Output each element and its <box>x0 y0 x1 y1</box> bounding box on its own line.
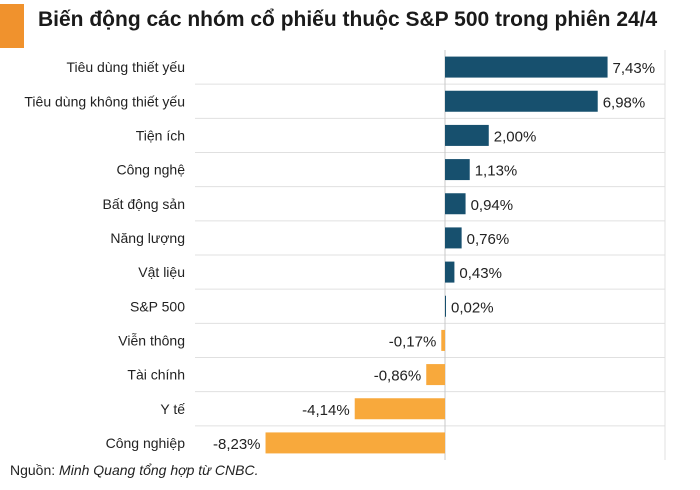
bar <box>445 261 455 283</box>
category-label: Tiện ích <box>136 127 185 143</box>
category-label: Tiêu dùng thiết yếu <box>66 59 185 75</box>
category-label: Năng lượng <box>110 230 185 246</box>
bar <box>445 56 608 78</box>
source-prefix: Nguồn: <box>10 462 60 478</box>
bar <box>445 227 462 249</box>
value-label: 0,02% <box>451 299 494 316</box>
category-label: Tài chính <box>127 367 185 383</box>
bar <box>445 193 466 215</box>
bar <box>445 124 489 146</box>
value-label: 0,43% <box>459 265 502 282</box>
bar <box>445 295 446 317</box>
bar <box>354 398 445 420</box>
value-label: -4,14% <box>302 402 350 419</box>
category-label: Bất động sản <box>102 196 185 212</box>
bar <box>445 90 598 112</box>
source-text: Minh Quang tổng hợp từ CNBC. <box>59 462 259 478</box>
value-label: 0,94% <box>471 197 514 214</box>
category-label: Y tế <box>160 401 185 417</box>
value-label: -0,86% <box>374 368 422 385</box>
value-label: 2,00% <box>494 128 537 145</box>
bar-chart: Tiêu dùng thiết yếu 7,43% Tiêu dùng không … <box>24 50 666 460</box>
value-label: 1,13% <box>475 163 518 180</box>
bar <box>265 432 445 454</box>
value-label: -8,23% <box>213 436 261 453</box>
source-note: Nguồn: Minh Quang tổng hợp từ CNBC. <box>10 462 258 478</box>
bar <box>426 364 445 386</box>
category-label: S&P 500 <box>130 298 185 314</box>
accent-bar <box>0 4 24 48</box>
bar <box>441 329 445 351</box>
category-label: Vật liệu <box>138 264 185 280</box>
category-label: Viễn thông <box>118 332 185 348</box>
value-label: 6,98% <box>603 94 646 111</box>
bar <box>445 159 470 181</box>
value-label: 7,43% <box>613 60 656 77</box>
category-label: Công nghệ <box>116 162 185 178</box>
value-label: 0,76% <box>467 231 510 248</box>
value-label: -0,17% <box>389 333 437 350</box>
category-label: Tiêu dùng không thiết yếu <box>24 93 185 109</box>
chart-title: Biến động các nhóm cổ phiếu thuộc S&P 50… <box>38 8 658 31</box>
category-label: Công nghiệp <box>106 435 186 451</box>
